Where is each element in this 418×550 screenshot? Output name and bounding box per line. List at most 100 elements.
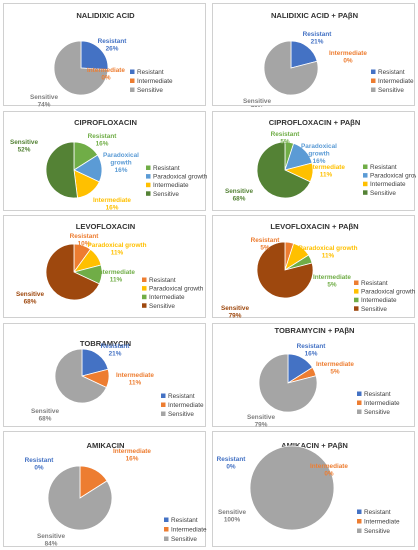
legend-swatch-intermediate: [357, 400, 362, 405]
data-label-value: 0%: [324, 471, 334, 478]
legend-swatch-sensitive: [146, 191, 151, 196]
legend-swatch-resistant: [354, 280, 359, 285]
chart-title: NALIDIXIC ACID + PAβN: [271, 11, 358, 20]
data-label-value: 11%: [320, 172, 333, 179]
legend-label: Intermediate: [361, 297, 397, 304]
legend-label: Sensitive: [378, 87, 404, 94]
data-label-name: growth: [110, 160, 131, 167]
chart-panel-levofloxacin: LEVOFLOXACIN Resistant 10% Paradoxical grow…: [3, 215, 206, 318]
legend-swatch-intermediate: [142, 294, 147, 300]
chart-panel-nalidixic-acid-pa-n: NALIDIXIC ACID + PAβN Resistant 21% Interme…: [212, 3, 415, 108]
data-label-name: Sensitive: [221, 305, 250, 312]
pie-slice-sensitive: [263, 40, 319, 96]
legend-swatch-paradoxical-growth: [354, 289, 359, 294]
legend-label: Resistant: [137, 69, 164, 76]
data-label-value: 11%: [322, 253, 335, 260]
legend-label: Sensitive: [149, 303, 175, 310]
data-label-value: 5%: [327, 282, 337, 289]
data-label-name: Sensitive: [10, 139, 39, 146]
data-label-value: 0%: [34, 465, 44, 472]
legend-label: Paradoxical growth: [149, 286, 204, 293]
chart-title: LEVOFLOXACIN: [76, 222, 136, 231]
data-label-value: 21%: [109, 351, 122, 358]
legend-swatch-intermediate: [164, 527, 169, 532]
legend-label: Sensitive: [361, 306, 387, 313]
chart-panel-ciprofloxacin-pa-n: CIPROFLOXACIN + PAβN Resistant 5% Paradoxic…: [212, 111, 416, 211]
chart-panel-ciprofloxacin: CIPROFLOXACIN Resistant 16% Paradoxical grow…: [3, 111, 207, 212]
legend-swatch-resistant: [371, 69, 376, 74]
data-label-value: 11%: [110, 277, 123, 284]
data-label-value: 0%: [101, 75, 111, 82]
legend-swatch-sensitive: [363, 190, 368, 195]
data-label-name: Paradoxical growth: [299, 245, 358, 252]
legend-label: Intermediate: [171, 527, 207, 534]
data-label-value: 21%: [311, 39, 324, 46]
pie-chart-svg: TOBRAMYCIN + PAβNResistant16%Intermediat…: [247, 326, 400, 429]
pie-slice-resistant: [290, 40, 318, 69]
legend-label: Resistant: [153, 165, 180, 172]
data-label-value: 68%: [24, 299, 37, 306]
data-label-value: 0%: [343, 58, 353, 65]
data-label-name: Resistant: [101, 343, 131, 350]
legend-swatch-sensitive: [142, 303, 147, 308]
legend-swatch-resistant: [161, 393, 166, 398]
chart-panel-tobramycin: TOBRAMYCIN Resistant 21% Intermediate 11% Sen…: [3, 323, 206, 427]
data-label-value: 16%: [305, 351, 318, 358]
legend-swatch-resistant: [363, 164, 368, 169]
chart-title: CIPROFLOXACIN: [74, 118, 137, 127]
chart-panel-amikacin: AMIKACIN Resistant 0% Intermediate 16% Sensit…: [3, 431, 207, 548]
data-label-value: 5%: [280, 139, 290, 146]
data-label-name: Resistant: [70, 233, 100, 240]
pie-chart-svg: CIPROFLOXACINResistant16%Paradoxicalgrow…: [10, 118, 207, 212]
data-label-value: 16%: [313, 158, 326, 165]
legend-label: Resistant: [149, 277, 176, 284]
legend-swatch-resistant: [357, 391, 362, 396]
data-label-value: 16%: [126, 456, 139, 463]
legend-swatch-paradoxical-growth: [146, 174, 151, 179]
legend-swatch-paradoxical-growth: [363, 173, 368, 178]
data-label-name: Intermediate: [93, 197, 131, 204]
data-label-value: 79%: [251, 106, 264, 108]
legend-label: Intermediate: [137, 78, 173, 85]
legend-label: Sensitive: [137, 87, 163, 94]
data-label-name: Resistant: [88, 133, 118, 140]
pie-slice-sensitive: [256, 241, 314, 299]
chart-panel-levofloxacin-pa-n: LEVOFLOXACIN + PAβN Resistant 5% Paradoxica…: [212, 215, 416, 319]
data-label-name: Intermediate: [97, 269, 135, 276]
data-label-name: Resistant: [251, 237, 281, 244]
chart-title: TOBRAMYCIN + PAβN: [274, 326, 354, 335]
chart-title: CIPROFLOXACIN + PAβN: [269, 118, 361, 127]
legend-label: Sensitive: [370, 190, 396, 197]
chart-panel-amikacin-pa-n: AMIKACIN + PAβN Resistant 0% Intermediate 0%…: [212, 431, 415, 547]
legend-label: Resistant: [168, 393, 195, 400]
data-label-value: 16%: [96, 141, 109, 148]
data-label-value: 79%: [255, 422, 268, 429]
chart-title: NALIDIXIC ACID: [76, 11, 135, 20]
legend-label: Paradoxical growth: [361, 289, 416, 296]
data-label-value: 5%: [330, 369, 340, 376]
data-label-name: Sensitive: [16, 291, 45, 298]
data-label-name: Sensitive: [218, 509, 247, 516]
legend-swatch-sensitive: [354, 306, 359, 311]
legend-swatch-intermediate: [146, 182, 151, 188]
legend-label: Resistant: [378, 69, 405, 76]
data-label-name: Resistant: [297, 343, 327, 350]
legend-swatch-resistant: [146, 165, 151, 170]
data-label-name: Sensitive: [30, 94, 59, 101]
data-label-name: Resistant: [303, 31, 333, 38]
data-label-value: 74%: [38, 102, 51, 108]
data-label-value: 0%: [226, 464, 236, 471]
data-label-value: 16%: [115, 167, 128, 174]
legend-label: Resistant: [171, 517, 198, 524]
chart-panel-tobramycin-pa-n: TOBRAMYCIN + PAβN Resistant 16% Intermediat…: [212, 323, 415, 429]
pie-slice-sensitive: [45, 243, 100, 301]
pie-slice-sensitive: [256, 141, 311, 199]
legend-label: Intermediate: [370, 181, 406, 188]
legend-label: Resistant: [361, 280, 388, 287]
data-label-value: 11%: [129, 380, 142, 387]
data-label-name: Sensitive: [37, 533, 66, 540]
legend-swatch-sensitive: [161, 411, 166, 416]
data-label-value: 68%: [233, 196, 246, 203]
